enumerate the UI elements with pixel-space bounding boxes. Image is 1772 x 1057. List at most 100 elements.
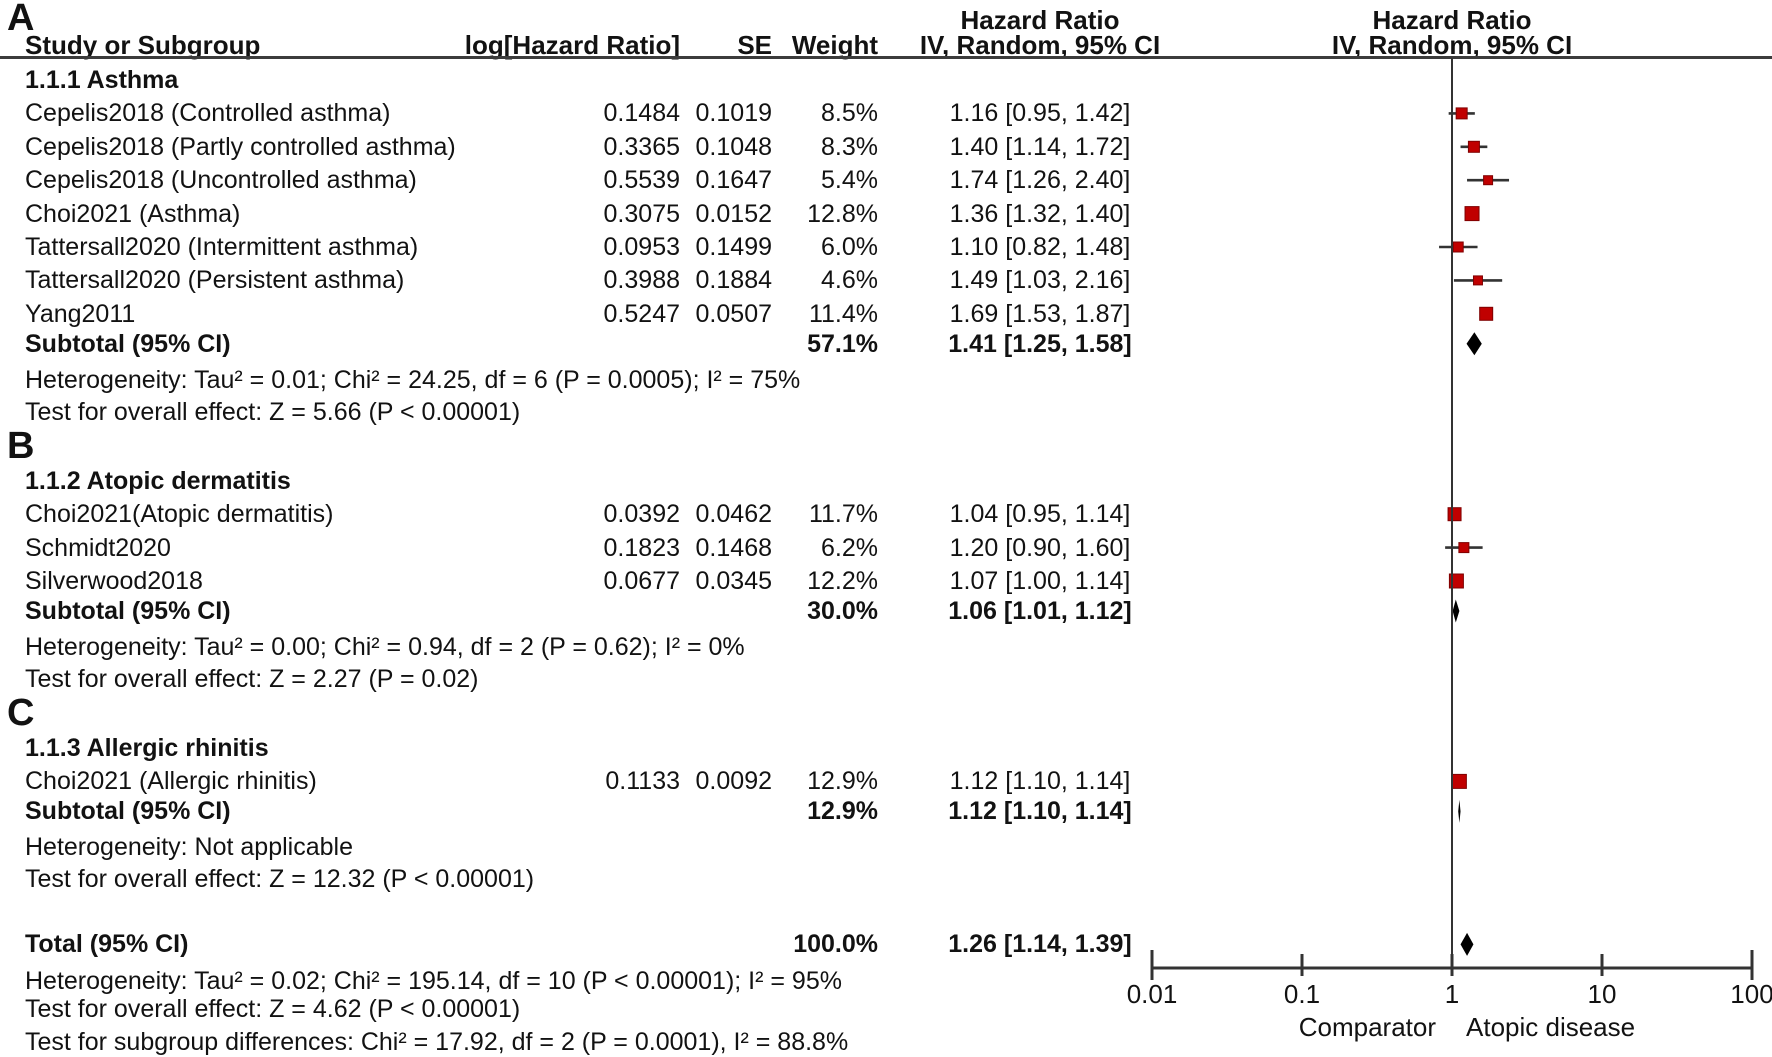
se-value: 0.1884 xyxy=(695,266,772,295)
log-hazard-ratio-value: 0.3365 xyxy=(603,132,680,161)
effect-square xyxy=(1458,542,1470,554)
weight-value: 12.2% xyxy=(807,567,878,595)
total-row: Total (95% CI) 100.0% 1.26 [1.14, 1.39] xyxy=(0,929,1160,959)
effect-square xyxy=(1483,175,1494,186)
se-value: 0.0152 xyxy=(695,199,772,228)
weight-value: 6.2% xyxy=(821,533,878,562)
subtotal-weight: 57.1% xyxy=(807,329,878,358)
effect-square xyxy=(1452,241,1464,253)
study-row: Cepelis2018 (Uncontrolled asthma) 0.5539 0… xyxy=(0,165,1160,195)
overall-effect-text: Test for overall effect: Z = 12.32 (P < … xyxy=(25,865,535,894)
total-ci: 1.26 [1.14, 1.39] xyxy=(948,930,1132,959)
axis-tick-label: 1 xyxy=(1445,979,1459,1009)
ci-value: 1.40 [1.14, 1.72] xyxy=(949,132,1131,161)
weight-value: 8.3% xyxy=(821,132,878,161)
ci-value: 1.10 [0.82, 1.48] xyxy=(949,233,1131,261)
effect-square xyxy=(1472,275,1483,286)
overall-effect-row: Test for overall effect: Z = 12.32 (P < … xyxy=(0,864,1160,894)
study-row: Silverwood2018 0.0677 0.0345 12.2% 1.07 [1.0… xyxy=(0,566,1160,596)
subtotal-ci: 1.06 [1.01, 1.12] xyxy=(948,597,1132,625)
study-name: Cepelis2018 (Uncontrolled asthma) xyxy=(25,166,417,195)
subtotal-label: Subtotal (95% CI) xyxy=(25,597,231,625)
column-header-ci-plot: IV, Random, 95% CI xyxy=(1331,30,1573,60)
column-header-se: SE xyxy=(737,30,772,60)
subtotal-label: Subtotal (95% CI) xyxy=(25,329,231,358)
group-title-row: 1.1.3 Allergic rhinitis xyxy=(0,733,1160,763)
study-name: Choi2021 (Asthma) xyxy=(25,199,241,228)
heterogeneity-text: Heterogeneity: Tau² = 0.01; Chi² = 24.25… xyxy=(25,365,801,394)
se-value: 0.1499 xyxy=(695,233,772,261)
log-hazard-ratio-value: 0.5247 xyxy=(603,299,680,328)
header-rule xyxy=(0,56,1772,59)
ci-value: 1.16 [0.95, 1.42] xyxy=(949,99,1131,128)
panel-label-b: B xyxy=(7,424,35,467)
log-hazard-ratio-value: 0.3988 xyxy=(603,266,680,295)
log-hazard-ratio-value: 0.1823 xyxy=(603,533,680,562)
log-hazard-ratio-value: 0.0953 xyxy=(603,233,680,261)
column-header-log-hazard-ratio: log[Hazard Ratio] xyxy=(464,30,680,60)
weight-value: 5.4% xyxy=(821,166,878,195)
subtotal-row: Subtotal (95% CI) 57.1% 1.41 [1.25, 1.58] xyxy=(0,329,1160,359)
column-header-study-or-subgroup: Study or Subgroup xyxy=(25,30,261,60)
study-row: Choi2021 (Asthma) 0.3075 0.0152 12.8% 1.36 [… xyxy=(0,199,1160,229)
subtotal-diamond xyxy=(1458,799,1461,823)
study-row: Cepelis2018 (Partly controlled asthma) 0.… xyxy=(0,132,1160,162)
log-hazard-ratio-value: 0.1484 xyxy=(603,99,680,128)
study-row: Tattersall2020 (Persistent asthma) 0.3988… xyxy=(0,265,1160,295)
log-hazard-ratio-value: 0.0677 xyxy=(603,567,680,595)
panel-label-a: A xyxy=(7,0,35,39)
subtotal-ci: 1.41 [1.25, 1.58] xyxy=(948,329,1132,358)
overall-effect-text: Test for overall effect: Z = 5.66 (P < 0… xyxy=(25,397,521,426)
study-row: Choi2021(Atopic dermatitis) 0.0392 0.0462 1… xyxy=(0,499,1160,529)
subtotal-diamond xyxy=(1466,332,1482,356)
axis-tick-label: 0.1 xyxy=(1284,979,1320,1009)
effect-square xyxy=(1447,507,1462,522)
weight-value: 8.5% xyxy=(821,99,878,128)
hazard-ratio-plot-column-title: Hazard Ratio xyxy=(1372,5,1532,35)
group-title-row: 1.1.1 Asthma xyxy=(0,65,1160,95)
se-value: 0.0092 xyxy=(695,767,772,796)
study-row: Schmidt2020 0.1823 0.1468 6.2% 1.20 [0.90, 1… xyxy=(0,533,1160,563)
effect-square xyxy=(1455,107,1468,120)
log-hazard-ratio-value: 0.0392 xyxy=(603,500,680,529)
ci-value: 1.49 [1.03, 2.16] xyxy=(949,266,1131,295)
subtotal-ci: 1.12 [1.10, 1.14] xyxy=(948,797,1132,826)
subtotal-row: Subtotal (95% CI) 30.0% 1.06 [1.01, 1.12] xyxy=(0,596,1160,626)
ci-value: 1.04 [0.95, 1.14] xyxy=(949,500,1131,529)
group-title: 1.1.2 Atopic dermatitis xyxy=(25,466,291,495)
weight-value: 11.4% xyxy=(808,299,878,328)
log-hazard-ratio-value: 0.5539 xyxy=(603,166,680,195)
ci-value: 1.12 [1.10, 1.14] xyxy=(949,767,1131,796)
study-name: Cepelis2018 (Controlled asthma) xyxy=(25,99,391,128)
effect-square xyxy=(1467,140,1480,153)
log-hazard-ratio-value: 0.3075 xyxy=(603,199,680,228)
weight-value: 12.9% xyxy=(807,767,878,796)
ci-value: 1.20 [0.90, 1.60] xyxy=(949,533,1131,562)
study-row: Choi2021 (Allergic rhinitis) 0.1133 0.0092… xyxy=(0,766,1160,796)
study-row: Tattersall2020 (Intermittent asthma) 0.09… xyxy=(0,232,1160,262)
effect-square xyxy=(1479,306,1494,321)
group-title-row: 1.1.2 Atopic dermatitis xyxy=(0,466,1160,496)
study-name: Schmidt2020 xyxy=(25,533,171,562)
ci-value: 1.74 [1.26, 2.40] xyxy=(949,166,1131,195)
weight-value: 12.8% xyxy=(807,199,878,228)
ci-value: 1.69 [1.53, 1.87] xyxy=(949,299,1131,328)
subtotal-diamond xyxy=(1452,599,1460,623)
group-title: 1.1.3 Allergic rhinitis xyxy=(25,734,269,762)
study-name: Choi2021(Atopic dermatitis) xyxy=(25,500,334,529)
weight-value: 6.0% xyxy=(821,233,878,261)
axis-tick-label: 0.01 xyxy=(1127,979,1178,1009)
study-name: Tattersall2020 (Intermittent asthma) xyxy=(25,233,419,261)
axis-tick-label: 10 xyxy=(1588,979,1617,1009)
subgroup-differences-row: Test for subgroup differences: Chi² = 17… xyxy=(0,1027,1160,1057)
study-row: Yang2011 0.5247 0.0507 11.4% 1.69 [1.53, 1.8… xyxy=(0,299,1160,329)
heterogeneity-text: Heterogeneity: Not applicable xyxy=(25,833,353,862)
weight-value: 11.7% xyxy=(808,500,878,529)
heterogeneity-row: Heterogeneity: Tau² = 0.01; Chi² = 24.25… xyxy=(0,365,1160,395)
subtotal-weight: 30.0% xyxy=(807,597,878,625)
study-row: Cepelis2018 (Controlled asthma) 0.1484 0.1… xyxy=(0,98,1160,128)
favours-right-label: Atopic disease xyxy=(1466,1012,1635,1042)
total-diamond xyxy=(1460,932,1474,956)
